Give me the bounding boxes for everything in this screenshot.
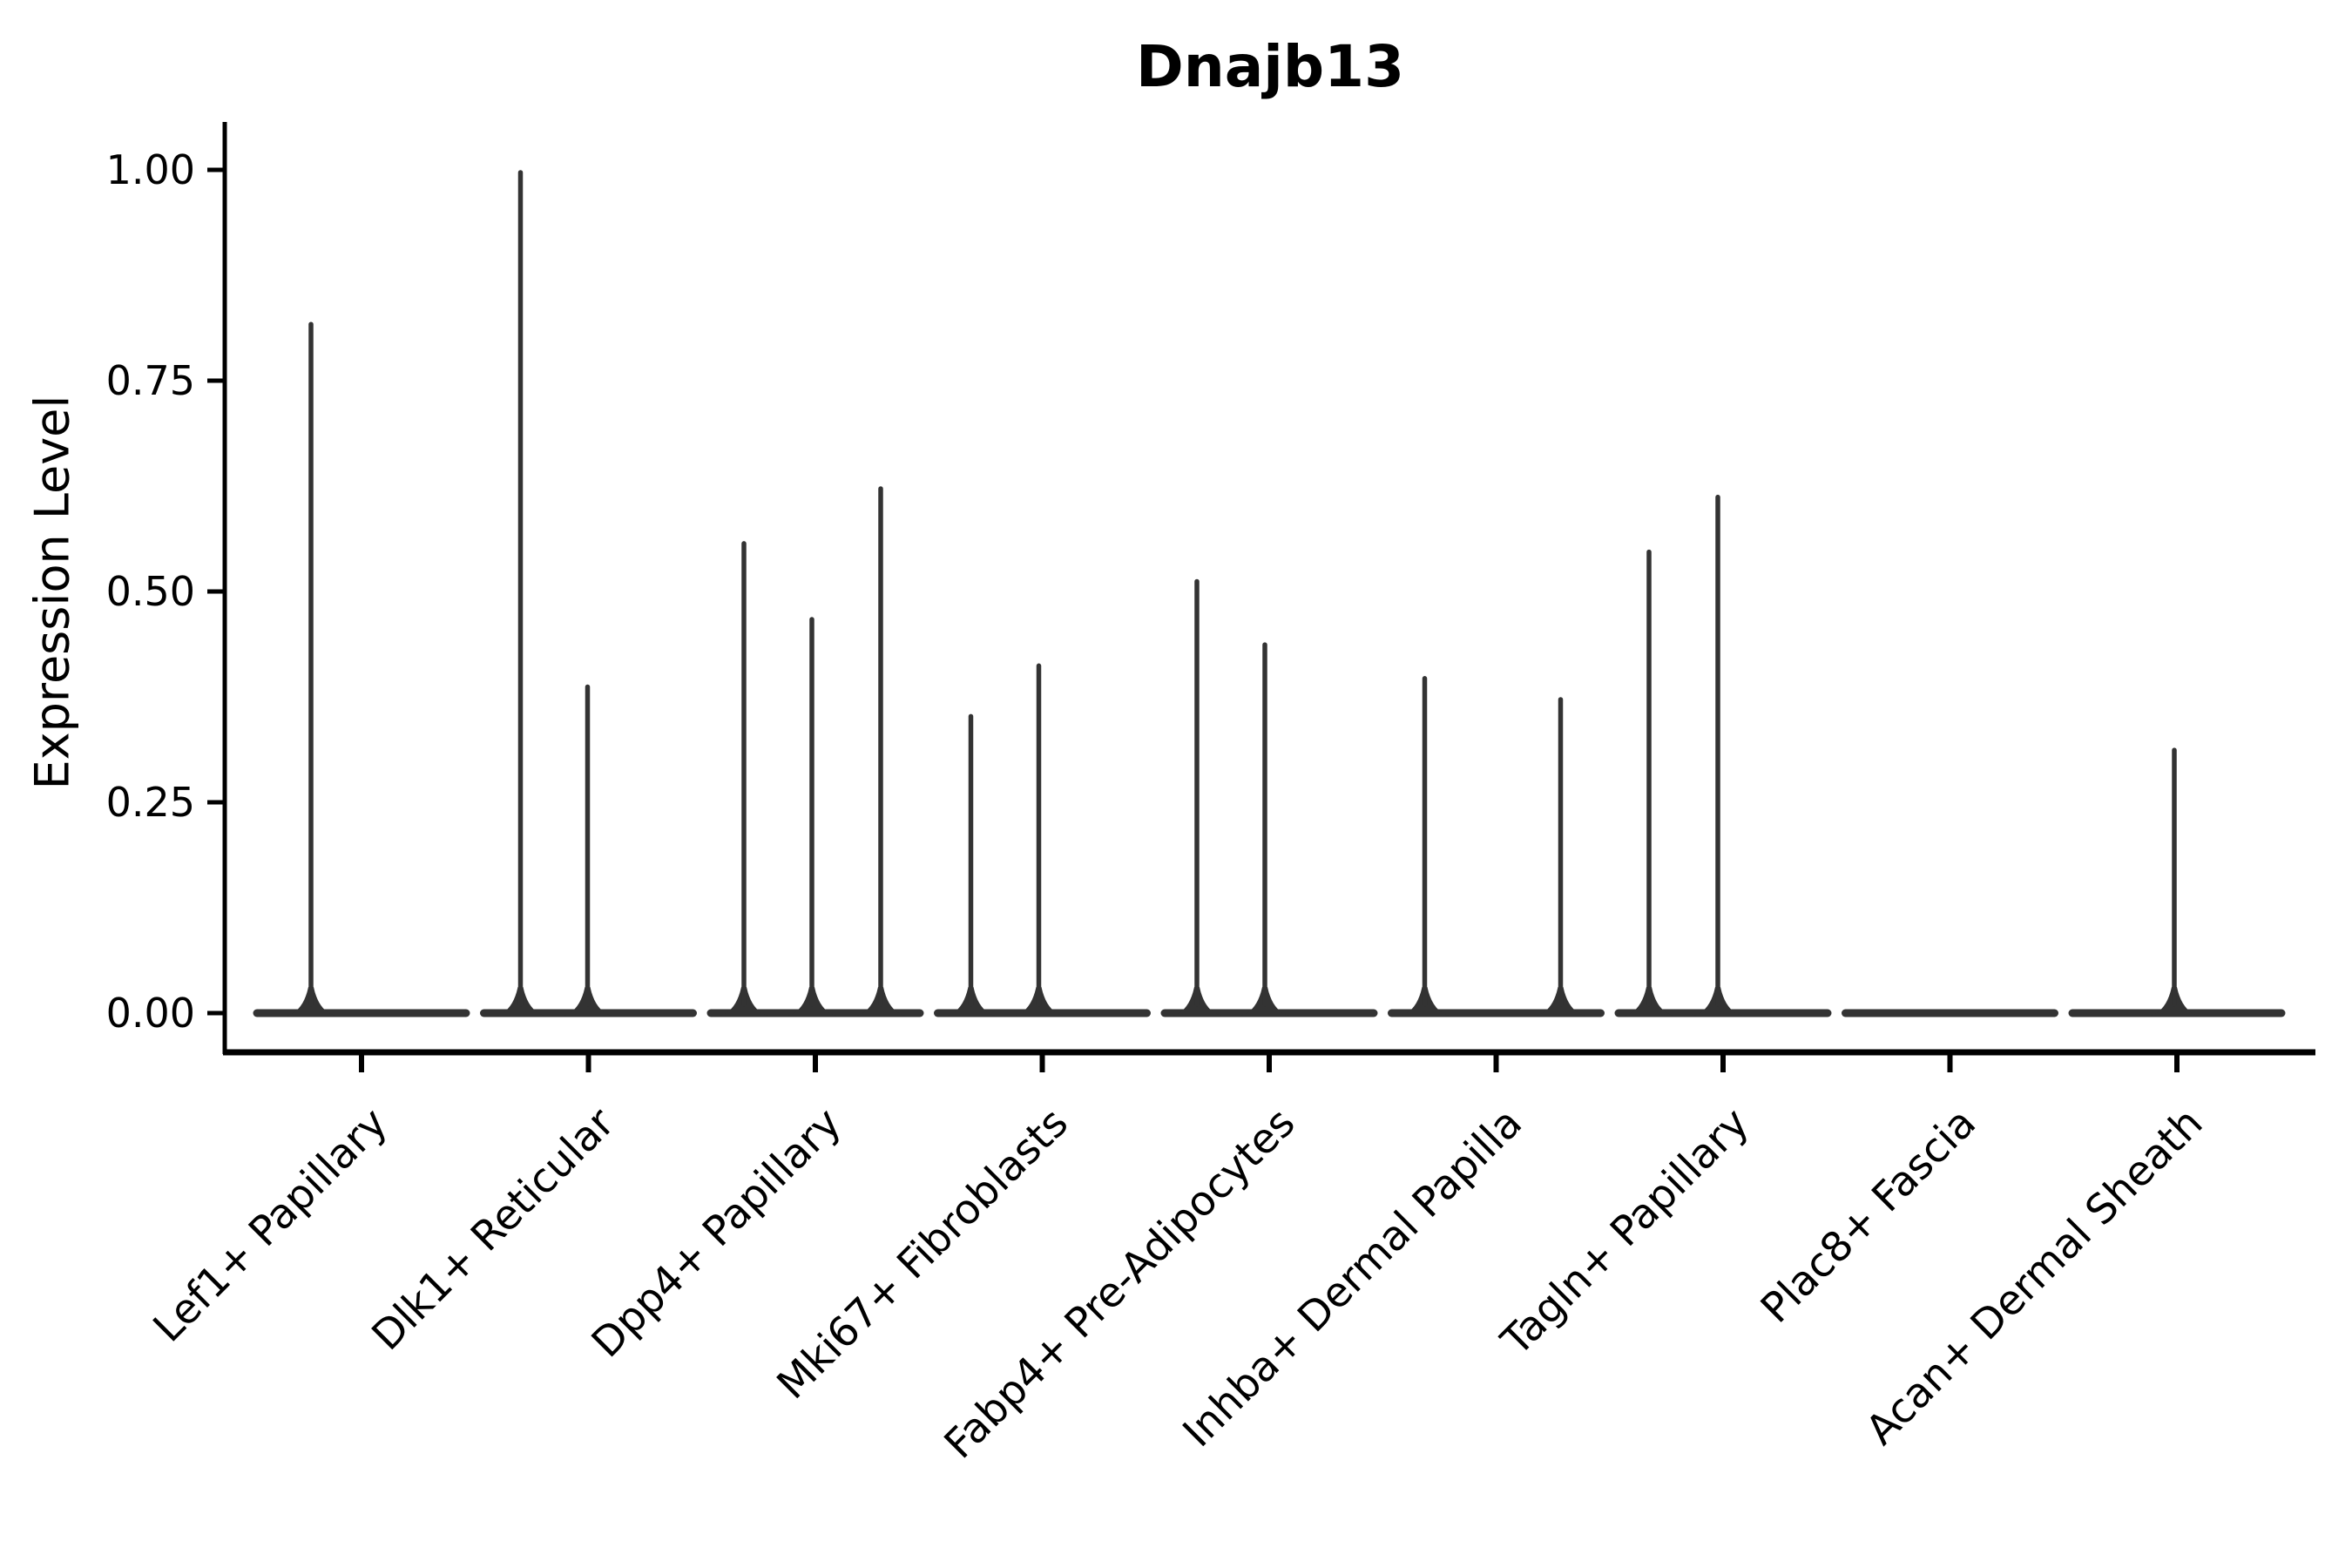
- violin-1: [253, 321, 470, 1017]
- x-axis-category-label: Dlk1+ Reticular: [363, 1098, 625, 1360]
- x-axis-category-label: Lef1+ Papillary: [145, 1099, 397, 1352]
- x-axis-category-label: Tagln+ Papillary: [1492, 1099, 1759, 1366]
- x-axis-category-label: Plac8+ Fascia: [1752, 1099, 1985, 1333]
- violin-6: [1388, 676, 1605, 1017]
- violin-4: [934, 663, 1151, 1017]
- chart-title: Dnajb13: [1135, 33, 1405, 100]
- y-axis-tick-label: 0.25: [106, 779, 195, 826]
- y-axis-tick-label: 0.75: [106, 357, 195, 404]
- violin-3: [706, 486, 924, 1017]
- violin-9: [2068, 747, 2286, 1017]
- violin-5: [1160, 578, 1378, 1017]
- x-axis-category-label: Dpp4+ Papillary: [583, 1099, 851, 1368]
- y-axis-tick-label: 0.00: [106, 990, 195, 1037]
- violin-7: [1614, 494, 1832, 1017]
- y-axis-tick-label: 1.00: [106, 146, 195, 193]
- violin-2: [480, 170, 697, 1017]
- y-axis-tick-label: 0.50: [106, 568, 195, 615]
